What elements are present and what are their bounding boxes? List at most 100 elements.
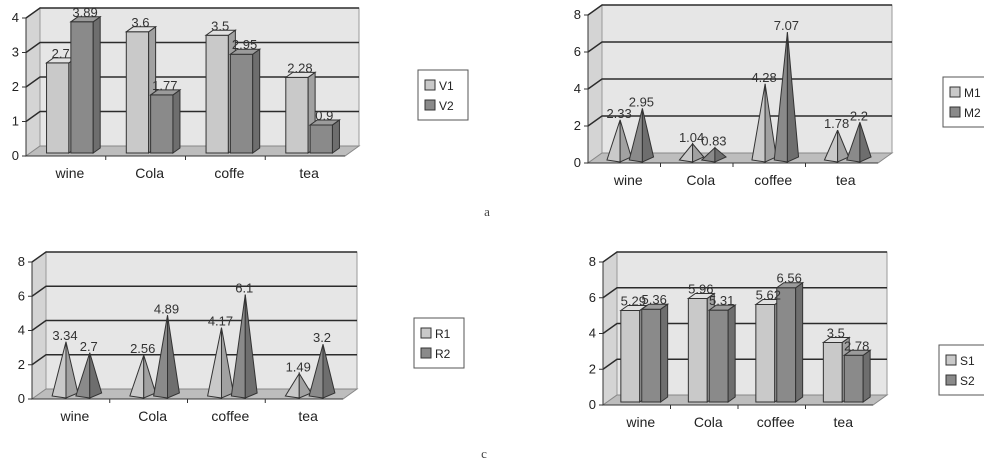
- y-tick-label: 2: [574, 118, 581, 133]
- bar-top-v2: [149, 89, 182, 96]
- data-label-r1: 3.34: [52, 328, 77, 343]
- legend-swatch: [424, 79, 436, 91]
- data-label-m1: 2.33: [606, 106, 631, 121]
- data-label-v1: 3.5: [211, 18, 229, 33]
- bar-top-v2: [228, 48, 262, 55]
- y-tick-label: 8: [18, 254, 25, 269]
- category-label: tea: [834, 414, 854, 430]
- bar-top-v1: [204, 29, 237, 36]
- data-label-r1: 2.56: [130, 341, 155, 356]
- bar-s1: [755, 304, 776, 403]
- caption-c: c: [481, 446, 487, 461]
- data-label-m2: 2.95: [629, 94, 654, 109]
- y-tick-label: 6: [574, 44, 581, 59]
- category-label: coffee: [211, 408, 249, 424]
- legend-swatch: [424, 99, 436, 111]
- pyramid-side-r2: [89, 352, 103, 399]
- legend-box: [413, 317, 465, 369]
- legend-swatch: [945, 374, 957, 386]
- bar-s1: [620, 309, 641, 403]
- bar-side-v2: [331, 118, 340, 154]
- data-label-m2: 2.2: [850, 108, 868, 123]
- y-tick-label: 0: [589, 397, 596, 412]
- bar-top-s1: [821, 336, 851, 343]
- bar-top-v1: [284, 71, 317, 78]
- bar-v2: [309, 124, 333, 154]
- category-label: Cola: [686, 172, 715, 188]
- data-label-m2: 0.83: [701, 134, 726, 149]
- data-label-m1: 1.04: [679, 130, 704, 145]
- bar-s1: [687, 297, 708, 403]
- y-tick-label: 8: [574, 7, 581, 22]
- bar-side-s2: [727, 304, 736, 403]
- data-label-v1: 3.6: [131, 15, 149, 30]
- pyramid-side-m1: [837, 129, 850, 163]
- category-label: Cola: [138, 408, 167, 424]
- gridline: [31, 251, 357, 263]
- legend-swatch: [420, 347, 432, 359]
- data-label-v2: 3.89: [72, 5, 97, 20]
- data-label-m2: 7.07: [774, 18, 799, 33]
- bar-v1: [205, 34, 229, 154]
- data-label-r1: 1.49: [286, 359, 311, 374]
- category-label: wine: [59, 408, 89, 424]
- pyramid-side-m1: [619, 119, 632, 163]
- legend-label: V2: [439, 99, 454, 113]
- y-tick-label: 0: [12, 148, 19, 163]
- bar-top-v2: [69, 16, 102, 23]
- bar-top-s1: [686, 292, 716, 299]
- pyramid-side-m2: [714, 146, 727, 163]
- legend-label: S2: [960, 374, 975, 388]
- data-label-v1: 2.7: [52, 46, 70, 61]
- y-tick-label: 0: [18, 391, 25, 406]
- data-label-s1: 3.5: [827, 325, 845, 340]
- bar-v2: [150, 94, 174, 154]
- data-label-s1: 5.96: [688, 281, 713, 296]
- bar-v1: [285, 76, 309, 154]
- gridline: [25, 7, 359, 19]
- data-label-s1: 5.29: [621, 293, 646, 308]
- category-label: coffe: [214, 165, 244, 181]
- legend-box: [942, 76, 984, 128]
- data-label-r2: 2.7: [80, 339, 98, 354]
- bar-side-v2: [172, 88, 181, 154]
- data-label-s2: 5.31: [709, 293, 734, 308]
- gridline: [31, 285, 357, 297]
- bar-side-s2: [660, 303, 669, 403]
- category-label: Cola: [135, 165, 164, 181]
- category-label: wine: [625, 414, 655, 430]
- bar-side-v2: [92, 15, 101, 154]
- category-label: coffee: [757, 414, 795, 430]
- pyramid-side-r2: [167, 315, 180, 399]
- y-tick-label: 2: [18, 357, 25, 372]
- chart-3: 0 2 4 6 8 wine Cola coffee tea 3.342.7 2.56 4.89 4.1…: [18, 251, 465, 424]
- legend-swatch: [949, 106, 961, 118]
- bar-side-v2: [252, 48, 261, 154]
- bar-s2: [641, 308, 662, 403]
- gridline: [587, 41, 892, 53]
- bar-top-s2: [775, 282, 805, 289]
- y-tick-label: 0: [574, 155, 581, 170]
- bar-v2: [229, 53, 254, 154]
- data-label-r2: 6.1: [235, 281, 253, 296]
- bar-top-s2: [842, 349, 872, 356]
- pyramid-side-r1: [298, 371, 312, 399]
- category-label: tea: [299, 165, 319, 181]
- gridline: [31, 319, 357, 332]
- legend-label: M2: [964, 106, 981, 120]
- legend-swatch: [949, 86, 961, 98]
- y-tick-label: 2: [12, 79, 19, 94]
- caption-a: a: [484, 204, 490, 219]
- y-tick-label: 6: [18, 288, 25, 303]
- bar-v1: [46, 62, 70, 154]
- bar-s2: [843, 354, 864, 403]
- bar-side-s2: [862, 349, 871, 403]
- legend-box: [417, 69, 469, 121]
- data-label-r1: 4.17: [208, 314, 233, 329]
- bar-s2: [776, 287, 797, 403]
- bar-s2: [708, 309, 729, 403]
- legend-label: R2: [435, 347, 451, 361]
- y-tick-label: 4: [12, 10, 19, 25]
